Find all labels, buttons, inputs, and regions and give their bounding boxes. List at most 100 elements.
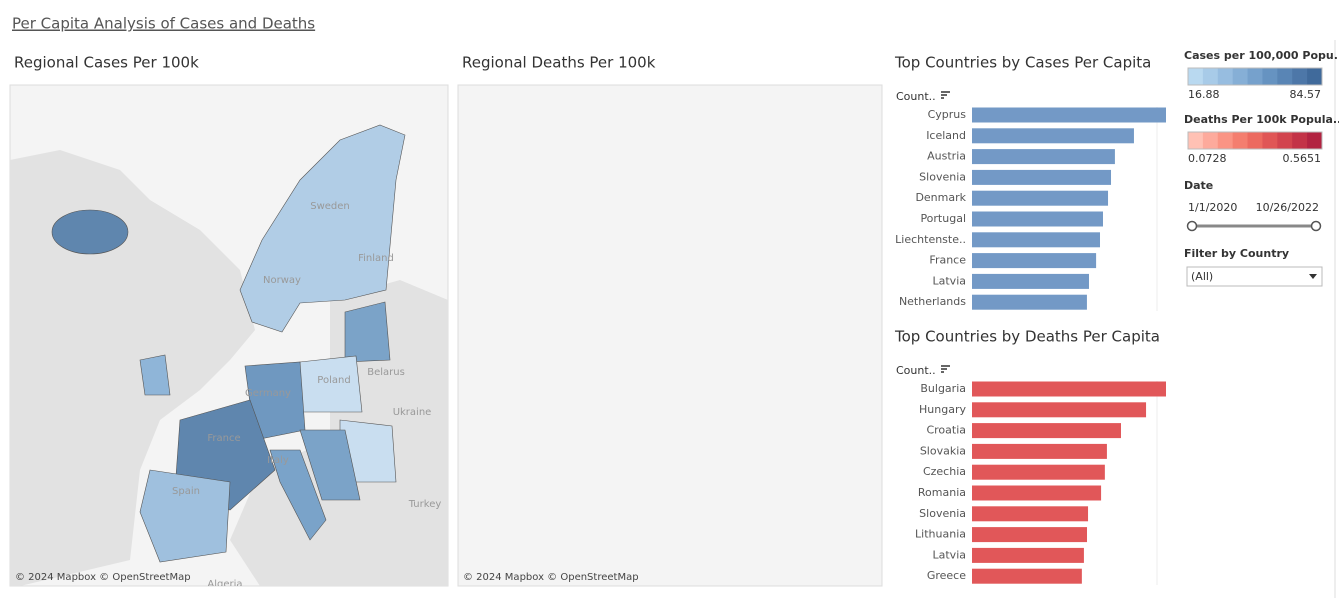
axis-label: Count.. [896, 364, 936, 377]
category-label: Latvia [933, 274, 967, 287]
dropdown-value: (All) [1191, 270, 1213, 283]
date-start: 1/1/2020 [1188, 201, 1237, 214]
legend-swatch [1307, 132, 1323, 149]
chart-title: Top Countries by Deaths Per Capita [894, 328, 1160, 346]
chart-title: Top Countries by Cases Per Capita [894, 54, 1151, 72]
bar [972, 107, 1166, 123]
map-label: Turkey [408, 499, 442, 510]
slider-handle[interactable] [1186, 220, 1198, 232]
legend-frame [1187, 67, 1323, 86]
bar [972, 232, 1101, 248]
category-label: Slovenia [919, 507, 966, 520]
bar [972, 464, 1105, 480]
axis-label: Count.. [896, 90, 936, 103]
filter-title: Filter by Country [1184, 247, 1289, 260]
legend-swatch [1292, 68, 1308, 85]
bar [972, 443, 1107, 459]
map-credit: © 2024 Mapbox © OpenStreetMap [463, 572, 639, 583]
bar [972, 190, 1109, 206]
category-label: Hungary [919, 403, 966, 416]
country [239, 124, 406, 333]
map-label: Sweden [310, 201, 350, 212]
bar [972, 128, 1134, 144]
bar [972, 149, 1115, 165]
bar [972, 402, 1147, 418]
category-label: Netherlands [899, 295, 966, 308]
legend-swatch [1307, 68, 1323, 85]
legend-min: 0.0728 [1188, 152, 1227, 165]
legend-swatch [1188, 132, 1204, 149]
legend-swatch [1262, 132, 1278, 149]
bar [972, 381, 1166, 397]
land [80, 300, 170, 430]
map-label: Belarus [367, 367, 405, 378]
legend-title: Deaths Per 100k Popula.. [1184, 113, 1339, 126]
category-label: Bulgaria [920, 382, 966, 395]
map-credit: © 2024 Mapbox © OpenStreetMap [15, 572, 191, 583]
bar [972, 485, 1102, 501]
map: Sweden Norway Finland Belarus Poland Germany U… [10, 124, 448, 586]
dropdown[interactable] [1186, 266, 1323, 287]
country [269, 449, 327, 541]
map-label: Italy [267, 455, 289, 466]
map-panel [457, 84, 883, 587]
category-label: Austria [927, 150, 966, 163]
bar [972, 211, 1103, 227]
map-label: Spain [172, 486, 200, 497]
map-label: Finland [358, 253, 394, 264]
bar [972, 527, 1088, 543]
category-label: Denmark [915, 191, 966, 204]
category-label: Portugal [920, 212, 966, 225]
country [139, 469, 231, 563]
map-title: Regional Cases Per 100k [14, 54, 199, 72]
bar [972, 568, 1082, 584]
legend-swatch [1277, 132, 1293, 149]
legend-swatch [1247, 68, 1263, 85]
filter-title: Date [1184, 179, 1213, 192]
legend-min: 16.88 [1188, 88, 1220, 101]
legend-swatch [1202, 68, 1219, 85]
map-title: Regional Deaths Per 100k [462, 54, 656, 72]
category-label: Greece [927, 569, 966, 582]
legend-swatch [1247, 132, 1263, 149]
legend-swatch [1217, 132, 1234, 149]
map-label: Ukraine [393, 407, 432, 418]
legend-swatch [1232, 68, 1249, 85]
legend-swatch [1217, 68, 1234, 85]
slider-handle[interactable] [1310, 220, 1322, 232]
sort-icon [941, 91, 950, 99]
map-label: Poland [317, 375, 350, 386]
sort-icon [941, 365, 950, 373]
legend-swatch [1292, 132, 1308, 149]
country [344, 301, 391, 363]
bar [972, 169, 1112, 185]
category-label: Croatia [926, 424, 966, 437]
bar [972, 273, 1089, 289]
legend-swatch [1232, 132, 1249, 149]
dashboard-title: Per Capita Analysis of Cases and Deaths [12, 15, 315, 33]
country [139, 354, 171, 396]
legend-swatch [1202, 132, 1219, 149]
legend-max: 0.5651 [1283, 152, 1322, 165]
legend-swatch [1277, 68, 1293, 85]
category-label: Romania [918, 486, 966, 499]
legend-swatch [1262, 68, 1278, 85]
bar [972, 547, 1084, 563]
country [51, 209, 129, 255]
category-label: Slovakia [920, 444, 966, 457]
category-label: Cyprus [928, 108, 967, 121]
category-label: Liechtenste.. [895, 233, 966, 246]
legend-title: Cases per 100,000 Popu.. [1184, 49, 1339, 62]
legend-max: 84.57 [1290, 88, 1322, 101]
country [299, 429, 361, 501]
category-label: Iceland [926, 129, 966, 142]
map-label: France [207, 433, 240, 444]
category-label: France [929, 254, 966, 267]
map-label: Norway [263, 275, 301, 286]
bar [972, 253, 1097, 269]
bar [972, 423, 1121, 439]
category-label: Lithuania [915, 528, 966, 541]
date-end: 10/26/2022 [1256, 201, 1319, 214]
map-label: Germany [245, 388, 291, 399]
